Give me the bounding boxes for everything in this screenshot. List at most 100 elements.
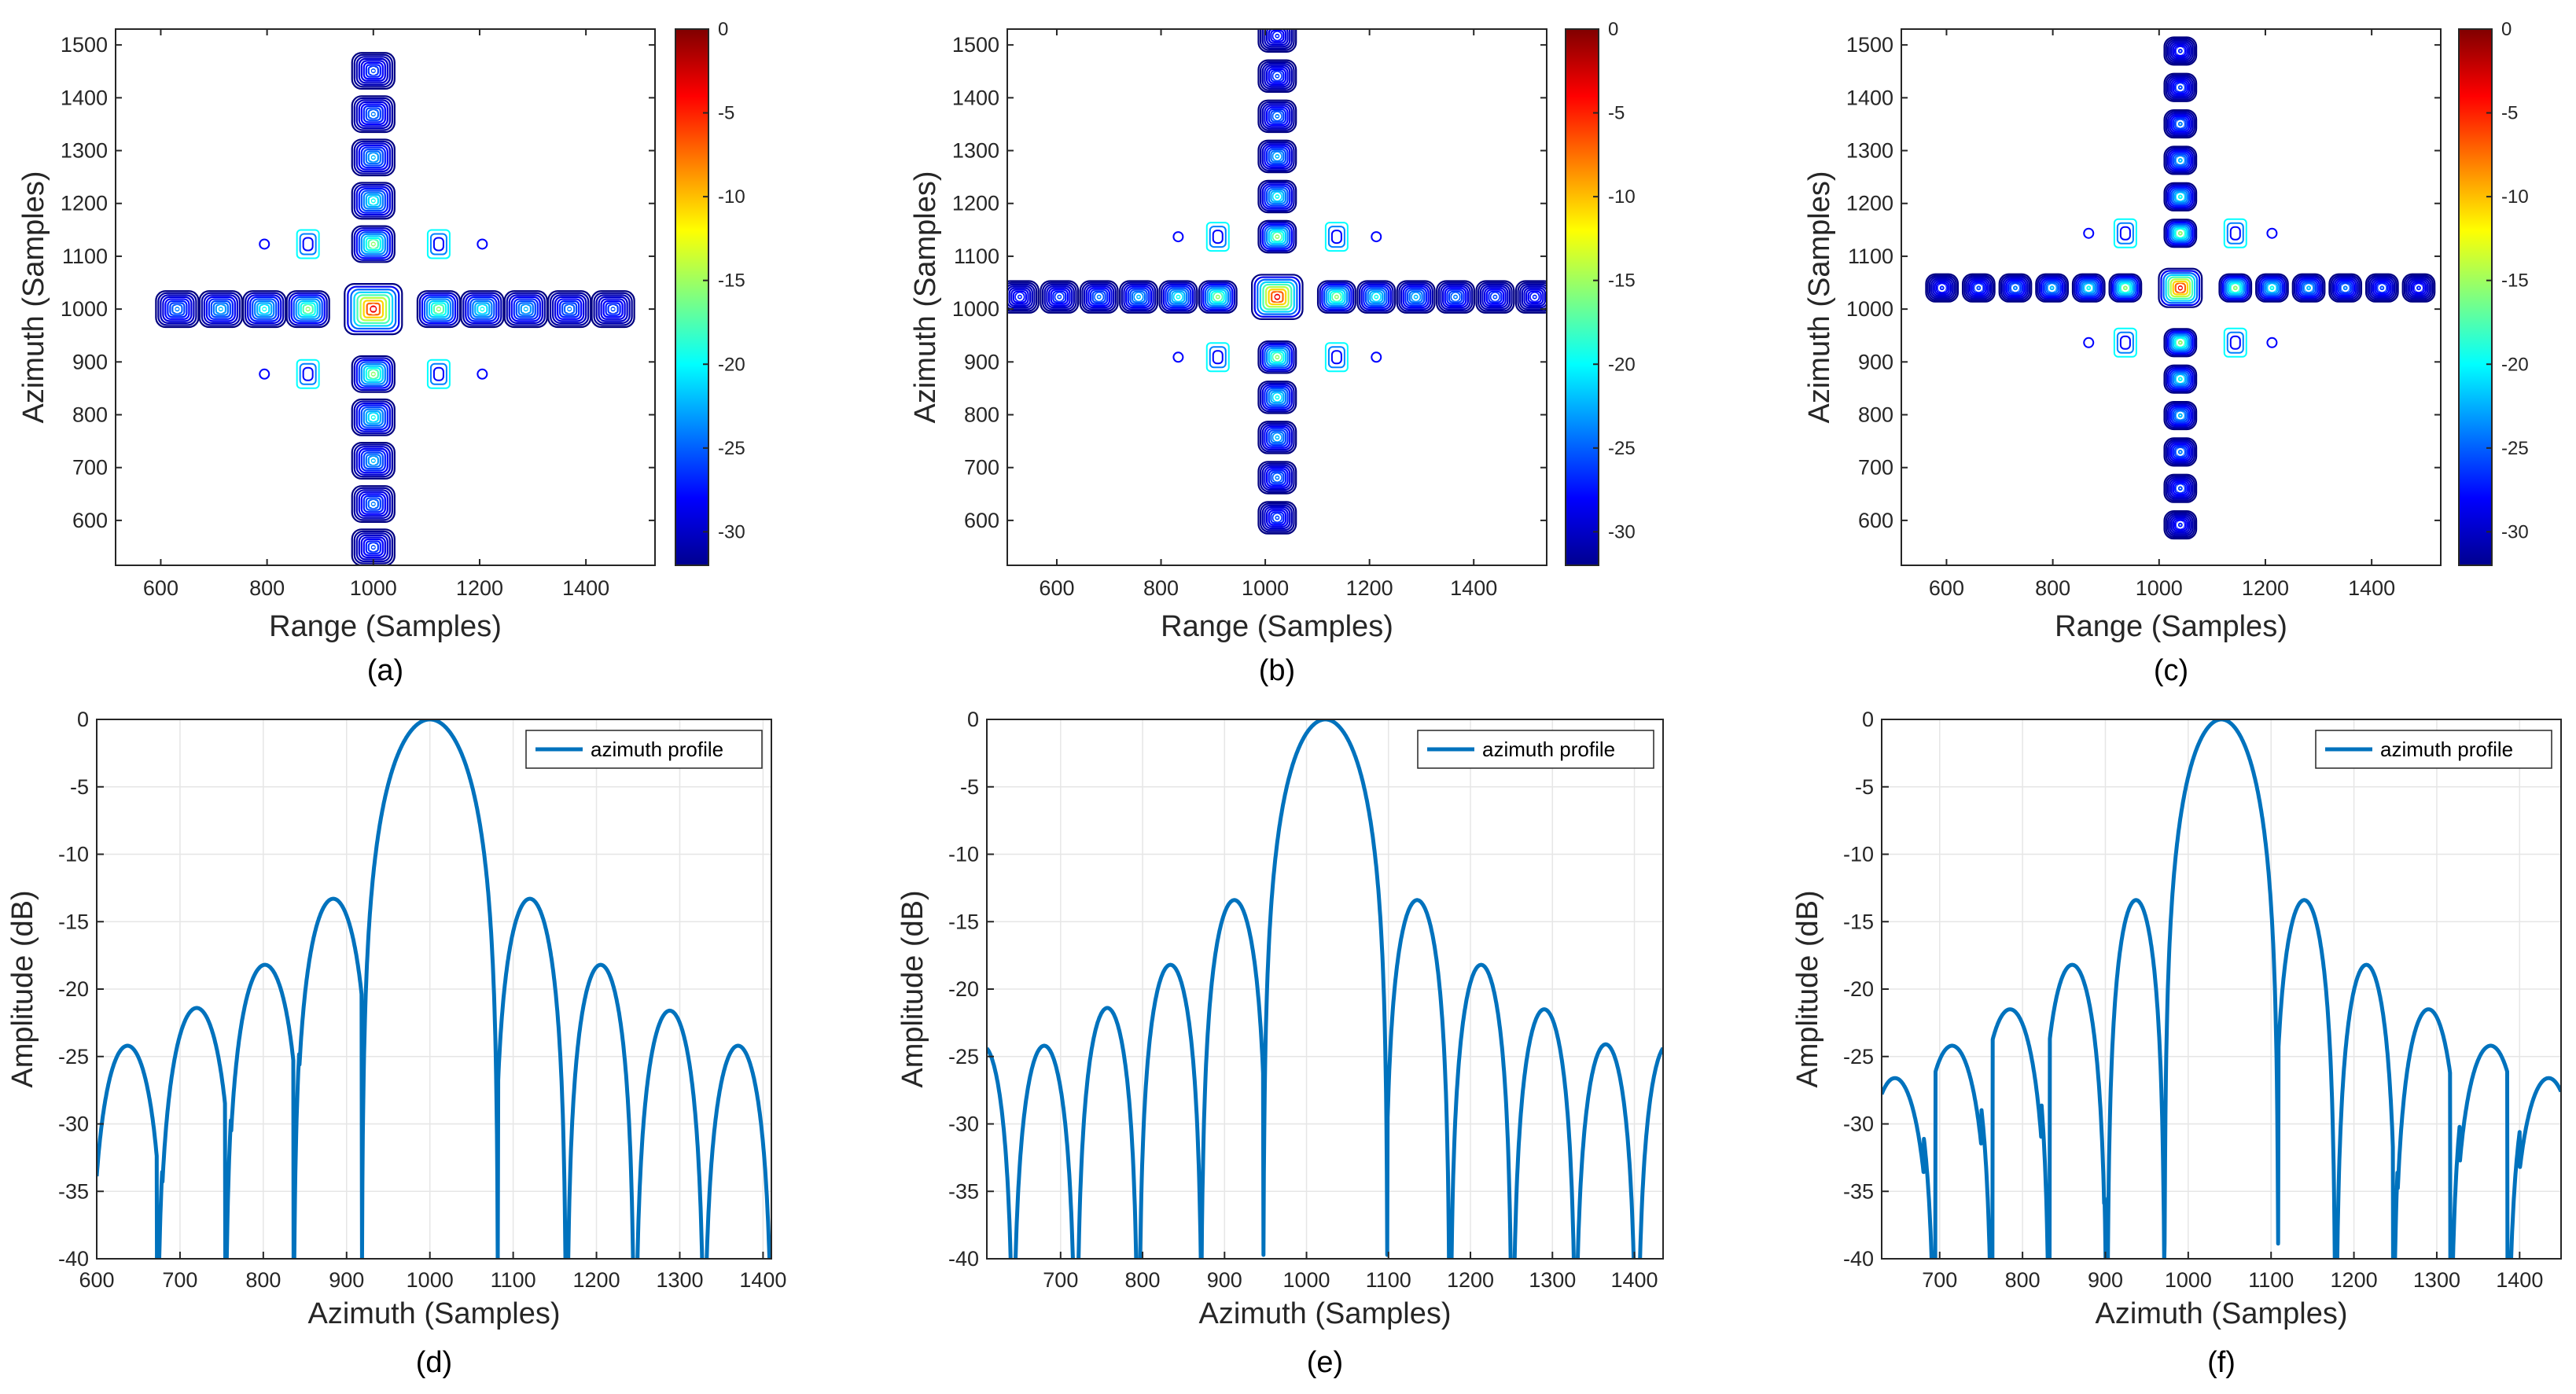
azimuth-sidelobe (2163, 510, 2198, 540)
contour-level (2166, 149, 2194, 172)
contour-level (1264, 145, 1291, 168)
contour-level (2044, 281, 2060, 296)
contour-level (2172, 80, 2188, 95)
contour-level (1257, 421, 1297, 454)
contour-level (1257, 219, 1297, 254)
contour-level (1939, 285, 1945, 291)
contour-level (1273, 233, 1282, 241)
range-sidelobe (2291, 273, 2326, 303)
contour-level (1373, 294, 1380, 300)
diagonal-sidelobe (1205, 222, 1230, 252)
y-tick-label: -25 (948, 1045, 979, 1068)
y-tick-label: -15 (948, 910, 979, 933)
x-tick-label: 600 (1039, 576, 1074, 600)
contour-level (2173, 118, 2187, 130)
azimuth-sidelobe (351, 355, 396, 393)
x-tick-label: 1200 (1346, 576, 1393, 600)
y-tick-label: -20 (948, 977, 979, 1001)
contour-level (304, 306, 311, 312)
contour-level (295, 298, 321, 320)
contour-level (1257, 381, 1297, 414)
contour-level (1327, 346, 1345, 369)
colorbar-tick-label: -20 (1608, 354, 1636, 375)
contour-level (1270, 110, 1285, 123)
y-tick-label: 1300 (1846, 139, 1893, 163)
colorbar-tick-label: 0 (2501, 19, 2512, 40)
contour-level (160, 294, 195, 324)
contour-level (550, 292, 590, 326)
contour-level (1198, 280, 1238, 314)
contour-level (355, 446, 391, 476)
contour-level (2165, 74, 2195, 101)
contour-level (365, 107, 381, 121)
contour-level (1273, 72, 1282, 80)
range-sidelobe (460, 290, 505, 329)
colorbar-tick-label: 0 (718, 19, 728, 40)
azimuth-sidelobe (2163, 473, 2198, 503)
contour-level (1319, 281, 1355, 312)
colorbar-tick-label: -5 (718, 103, 734, 124)
range-sidelobe (1040, 280, 1080, 314)
contour-level (1046, 285, 1073, 309)
contour-level (1972, 282, 1985, 294)
contour-level (353, 291, 394, 327)
x-tick-label: 1000 (2165, 1268, 2212, 1292)
contour-level (602, 300, 624, 318)
contour-level (1324, 342, 1349, 373)
contour-level (2163, 109, 2198, 139)
contour-level (1257, 179, 1297, 214)
contour-level (285, 290, 330, 329)
contour-level (2176, 447, 2184, 456)
contour-level (1274, 234, 1281, 240)
azimuth-sidelobe (351, 95, 396, 134)
contour-level (1264, 465, 1291, 489)
x-tick-label: 800 (245, 1268, 281, 1292)
colorbar-tick-label: -15 (1608, 270, 1636, 292)
contour-level (1360, 283, 1392, 311)
contour-level (2169, 514, 2192, 535)
contour-level (432, 237, 444, 252)
contour-level (2177, 340, 2184, 345)
azimuth-sidelobe (1257, 139, 1297, 174)
contour-level (242, 290, 287, 329)
contour-level (2177, 85, 2184, 90)
contour-level (1268, 68, 1287, 84)
contour-level (1934, 281, 1950, 296)
azimuth-sidelobe (351, 182, 396, 220)
contour-level (1087, 287, 1111, 307)
contour-level (508, 294, 543, 324)
contour-level (300, 302, 316, 316)
diagonal-sidelobe (296, 229, 320, 259)
azimuth-sidelobe (2163, 364, 2198, 394)
x-tick-label: 1100 (1366, 1268, 1411, 1292)
contour-level (2372, 279, 2392, 297)
contour-level (1935, 282, 1949, 294)
contour-level (1442, 285, 1470, 309)
contour-level (1050, 289, 1069, 305)
contour-level (155, 290, 200, 329)
contour-level (559, 300, 580, 318)
y-tick-label: -40 (1843, 1247, 1874, 1271)
contour-level (1270, 190, 1285, 203)
contour-level (2367, 274, 2398, 301)
contour-level (2071, 273, 2106, 303)
contour-level (2108, 273, 2143, 303)
y-tick-label: -30 (1843, 1113, 1874, 1136)
diagonal-sidelobe (1172, 231, 1184, 243)
contour-level (1358, 281, 1394, 312)
x-tick-label: 1000 (1283, 1268, 1330, 1292)
contour-level (355, 489, 391, 519)
range-sidelobe (1961, 273, 1996, 303)
contour-level (1274, 153, 1281, 160)
contour-level (2176, 46, 2184, 55)
contour-level (552, 294, 587, 324)
contour-level (1268, 509, 1287, 526)
contour-level (2166, 367, 2194, 391)
contour-level (432, 366, 444, 381)
x-tick-label: 800 (1143, 576, 1179, 600)
contour-level (358, 144, 388, 171)
contour-level (2170, 370, 2191, 388)
range-sidelobe (2255, 273, 2289, 303)
contour-level (353, 227, 393, 261)
contour-level (362, 495, 384, 513)
